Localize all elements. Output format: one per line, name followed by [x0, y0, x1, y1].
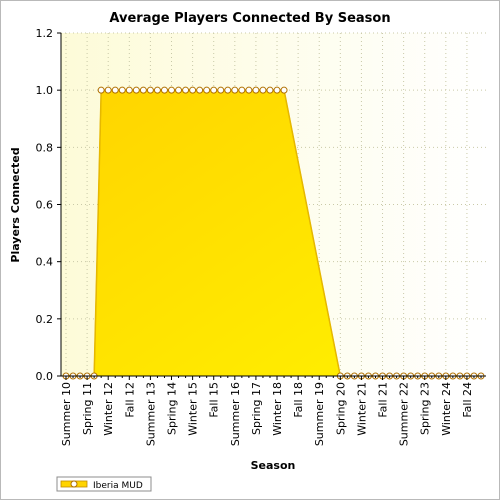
y-axis-title: Players Connected	[9, 147, 22, 262]
data-point	[231, 86, 239, 94]
legend-label: Iberia MUD	[93, 481, 143, 491]
y-tick-label: 0.2	[36, 313, 54, 326]
data-point	[224, 86, 232, 94]
data-point	[210, 86, 218, 94]
x-tick-label: Spring 20	[334, 382, 347, 435]
data-point	[146, 86, 154, 94]
y-tick-label: 0.6	[36, 199, 54, 212]
x-tick-label: Winter 15	[187, 382, 200, 436]
data-point	[217, 86, 225, 94]
legend: Iberia MUD	[56, 476, 152, 492]
data-point	[252, 86, 260, 94]
data-point	[203, 86, 211, 94]
data-point	[132, 86, 140, 94]
data-point	[139, 86, 147, 94]
x-tick-label: Summer 13	[144, 382, 157, 446]
x-tick-label: Winter 12	[102, 382, 115, 436]
data-point	[259, 86, 267, 94]
data-point	[189, 86, 197, 94]
x-tick-label: Winter 24	[440, 382, 453, 436]
y-tick-label: 0.8	[36, 141, 54, 154]
data-point	[111, 86, 119, 94]
y-tick-label: 0.0	[36, 370, 54, 383]
legend-marker	[70, 480, 78, 488]
x-tick-label: Fall 24	[461, 382, 474, 418]
x-axis-title: Season	[251, 459, 296, 472]
data-point	[238, 86, 246, 94]
y-axis-ticks: 0.0 0.2 0.4 0.6 0.8 1.0 1.2	[36, 27, 61, 383]
data-point	[273, 86, 281, 94]
x-tick-label: Spring 17	[250, 382, 263, 435]
data-point	[280, 86, 288, 94]
x-tick-label: Summer 16	[229, 382, 242, 446]
x-tick-label: Summer 22	[398, 382, 411, 446]
x-tick-label: Fall 18	[292, 382, 305, 418]
x-tick-label: Fall 21	[377, 382, 390, 418]
data-point	[168, 86, 176, 94]
data-point	[125, 86, 133, 94]
data-point	[104, 86, 112, 94]
data-point	[266, 86, 274, 94]
y-tick-label: 0.4	[36, 256, 54, 269]
data-point	[118, 86, 126, 94]
data-point	[245, 86, 253, 94]
y-tick-label: 1.0	[36, 84, 54, 97]
x-tick-label: Winter 18	[271, 382, 284, 436]
data-point	[153, 86, 161, 94]
x-tick-label: Spring 11	[81, 382, 94, 435]
y-tick-label: 1.2	[36, 27, 54, 40]
x-tick-label: Spring 23	[419, 382, 432, 435]
data-point	[160, 86, 168, 94]
x-axis-ticks: Summer 10 Spring 11 Winter 12 Fall 12 Summer…	[60, 376, 482, 446]
chart-title: Average Players Connected By Season	[109, 11, 390, 26]
x-tick-label: Summer 19	[313, 382, 326, 446]
data-point	[97, 86, 105, 94]
x-tick-label: Fall 12	[123, 382, 136, 418]
x-tick-label: Fall 15	[208, 382, 221, 418]
x-tick-label: Spring 14	[166, 382, 179, 435]
x-tick-label: Summer 10	[60, 382, 73, 446]
data-point	[196, 86, 204, 94]
data-point	[175, 86, 183, 94]
legend-box	[56, 476, 152, 492]
x-tick-label: Winter 21	[355, 382, 368, 436]
data-point	[182, 86, 190, 94]
